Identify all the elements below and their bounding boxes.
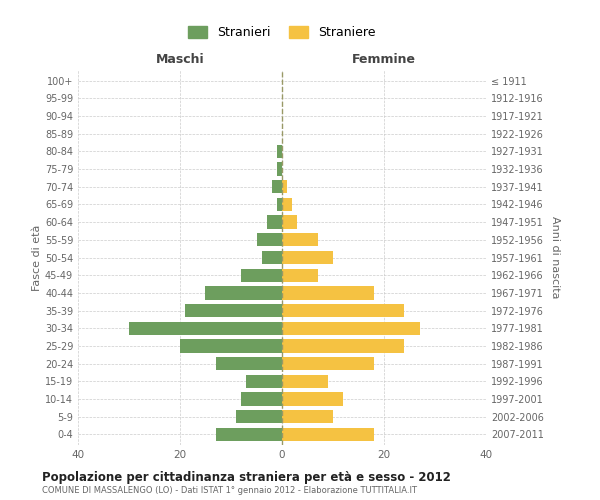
Bar bbox=[241, 392, 282, 406]
Bar bbox=[272, 180, 282, 194]
Bar bbox=[282, 251, 333, 264]
Text: Popolazione per cittadinanza straniera per età e sesso - 2012: Popolazione per cittadinanza straniera p… bbox=[42, 471, 451, 484]
Bar bbox=[282, 286, 374, 300]
Bar bbox=[277, 198, 282, 211]
Bar bbox=[282, 322, 420, 335]
Bar bbox=[282, 180, 287, 194]
Bar bbox=[282, 216, 298, 229]
Bar bbox=[277, 144, 282, 158]
Bar bbox=[216, 357, 282, 370]
Bar bbox=[282, 410, 333, 424]
Bar bbox=[282, 268, 318, 282]
Bar bbox=[282, 198, 292, 211]
Bar bbox=[282, 392, 343, 406]
Bar bbox=[246, 374, 282, 388]
Bar bbox=[266, 216, 282, 229]
Bar bbox=[282, 428, 374, 441]
Bar bbox=[282, 233, 318, 246]
Bar bbox=[236, 410, 282, 424]
Bar bbox=[185, 304, 282, 317]
Bar bbox=[282, 357, 374, 370]
Text: Femmine: Femmine bbox=[352, 53, 416, 66]
Bar bbox=[262, 251, 282, 264]
Bar bbox=[129, 322, 282, 335]
Bar bbox=[180, 340, 282, 352]
Y-axis label: Fasce di età: Fasce di età bbox=[32, 224, 42, 290]
Bar bbox=[282, 340, 404, 352]
Bar bbox=[205, 286, 282, 300]
Bar bbox=[241, 268, 282, 282]
Legend: Stranieri, Straniere: Stranieri, Straniere bbox=[184, 22, 380, 44]
Bar bbox=[257, 233, 282, 246]
Y-axis label: Anni di nascita: Anni di nascita bbox=[550, 216, 560, 298]
Bar bbox=[216, 428, 282, 441]
Text: COMUNE DI MASSALENGO (LO) - Dati ISTAT 1° gennaio 2012 - Elaborazione TUTTITALIA: COMUNE DI MASSALENGO (LO) - Dati ISTAT 1… bbox=[42, 486, 417, 495]
Text: Maschi: Maschi bbox=[155, 53, 205, 66]
Bar bbox=[282, 304, 404, 317]
Bar bbox=[277, 162, 282, 175]
Bar bbox=[282, 374, 328, 388]
